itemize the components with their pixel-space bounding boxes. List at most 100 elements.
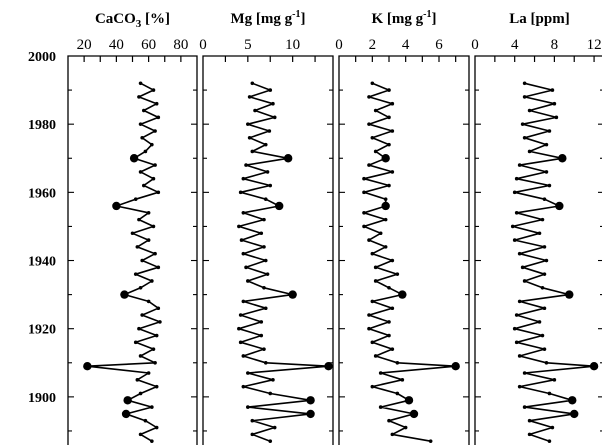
data-point	[154, 384, 159, 389]
data-point	[246, 405, 250, 409]
data-point	[138, 354, 143, 358]
data-point	[517, 299, 522, 304]
data-point	[154, 101, 159, 106]
year-tick-label: 2000	[28, 50, 56, 65]
x-tick-label: 0	[335, 37, 343, 53]
data-point	[259, 333, 264, 338]
data-point	[241, 176, 246, 181]
data-point	[428, 439, 433, 443]
data-point	[390, 347, 395, 351]
highlight-point	[570, 409, 579, 419]
data-point	[268, 391, 273, 396]
data-point	[271, 101, 275, 106]
data-point	[362, 211, 366, 215]
data-point	[130, 231, 135, 236]
data-point	[237, 326, 241, 331]
data-point	[265, 272, 270, 276]
data-point	[140, 136, 144, 140]
data-point	[241, 299, 246, 304]
year-axis-labels: 2000 1980 1960 1940 1920 1900	[28, 50, 56, 406]
data-point	[544, 360, 549, 365]
highlight-point	[129, 154, 139, 163]
data-point	[146, 299, 151, 304]
data-point	[237, 224, 241, 229]
data-point	[378, 231, 383, 236]
data-point	[367, 326, 371, 331]
data-point	[370, 251, 375, 256]
data-point	[141, 183, 146, 188]
data-point	[154, 425, 159, 430]
data-point	[390, 258, 395, 263]
panel-k: 0 2 4 6 K [mg g-1]	[335, 9, 470, 445]
data-point	[390, 432, 395, 437]
data-point	[370, 136, 375, 140]
data-point	[253, 108, 257, 113]
data-point	[263, 142, 268, 147]
data-point	[537, 320, 542, 324]
data-point	[238, 190, 243, 195]
highlight-point	[381, 201, 390, 211]
data-point	[517, 251, 522, 256]
highlight-point	[409, 409, 419, 419]
highlight-point	[123, 396, 132, 405]
data-point	[373, 265, 378, 270]
data-point	[367, 238, 371, 242]
year-tick-label: 1960	[28, 186, 56, 201]
data-point	[542, 306, 547, 311]
panel-frame	[338, 55, 470, 445]
data-point	[133, 197, 138, 201]
data-point	[373, 149, 378, 154]
data-point	[522, 136, 527, 140]
year-tick-label: 1920	[28, 323, 56, 338]
data-point	[514, 340, 519, 345]
data-point	[262, 217, 266, 222]
data-point	[540, 217, 545, 222]
data-point	[154, 333, 159, 338]
data-point	[522, 279, 527, 283]
data-point	[146, 238, 151, 242]
data-point	[138, 170, 143, 174]
data-point	[370, 340, 375, 345]
data-point	[263, 197, 268, 201]
data-point	[373, 354, 378, 358]
data-point	[158, 320, 162, 324]
data-point	[262, 245, 266, 249]
data-point	[133, 272, 138, 276]
data-point	[150, 142, 154, 147]
series-line	[511, 82, 595, 442]
data-point	[395, 272, 400, 276]
data-point	[135, 378, 140, 382]
highlight-point	[451, 361, 460, 371]
data-point	[272, 425, 277, 430]
data-point	[527, 432, 532, 437]
data-point	[153, 360, 157, 365]
data-point	[514, 211, 519, 215]
data-point	[517, 384, 522, 389]
data-point	[156, 265, 161, 270]
data-point	[267, 129, 272, 133]
data-point	[512, 238, 517, 242]
highlight-point	[275, 201, 284, 211]
data-point	[390, 306, 395, 311]
x-tick-label: 6	[435, 37, 443, 53]
data-point	[400, 378, 405, 382]
data-point	[378, 405, 383, 409]
data-point	[263, 306, 268, 311]
data-point	[153, 163, 157, 167]
data-point	[153, 129, 157, 133]
data-point	[537, 231, 542, 236]
data-point	[135, 245, 140, 249]
highlight-point	[121, 409, 131, 419]
x-tick-label: 5	[244, 37, 252, 53]
data-point	[527, 108, 532, 113]
data-point	[517, 163, 522, 167]
data-point	[133, 340, 138, 345]
highlight-point	[568, 396, 577, 405]
data-point	[512, 190, 517, 195]
data-point	[241, 354, 246, 358]
data-point	[239, 238, 244, 242]
data-point	[263, 360, 268, 365]
data-point	[527, 418, 532, 423]
data-point	[246, 279, 250, 283]
data-point	[383, 217, 388, 222]
